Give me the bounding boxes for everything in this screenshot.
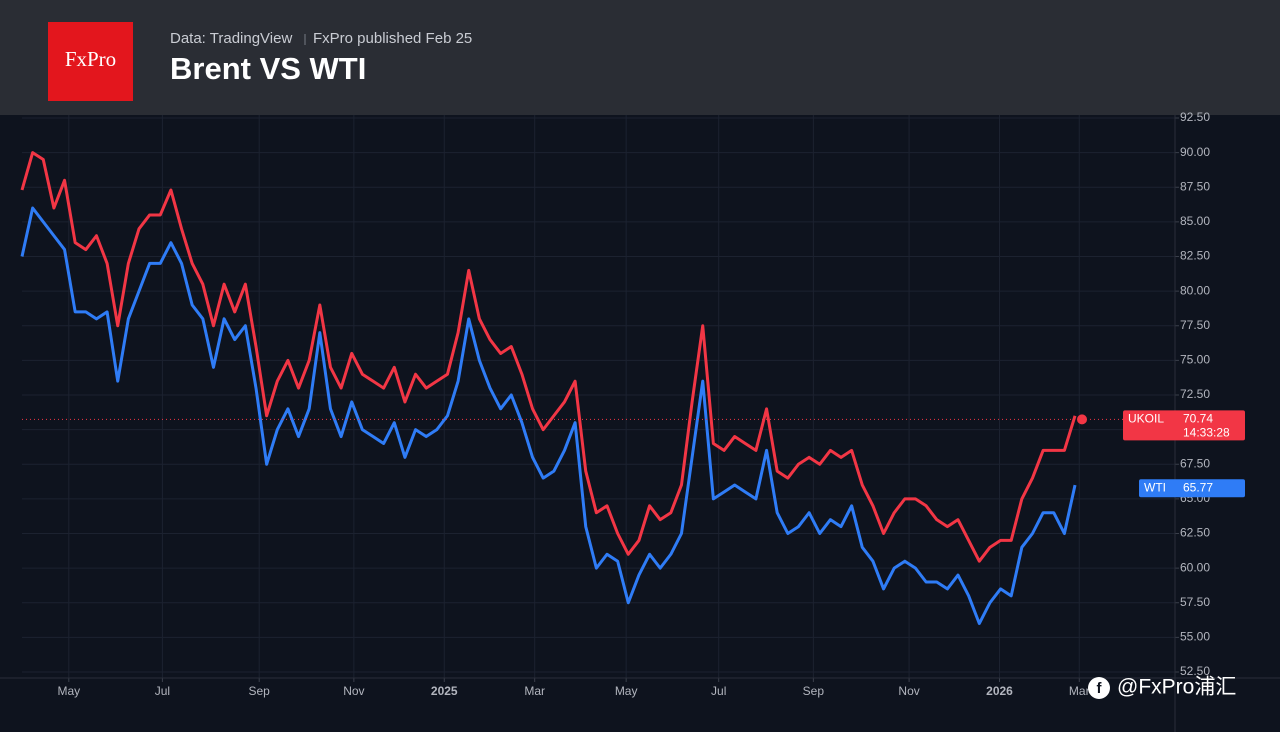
watermark-icon — [1088, 677, 1110, 699]
x-tick-label: May — [615, 684, 638, 698]
price-tag — [1139, 479, 1245, 498]
last-point — [1077, 414, 1088, 425]
price-tag — [1123, 410, 1245, 441]
x-tick-label: Nov — [343, 684, 364, 698]
y-tick-label: 60.00 — [1180, 560, 1210, 574]
x-tick-label: Sep — [249, 684, 271, 698]
watermark-icon-glyph: f — [1097, 680, 1103, 697]
series-name: UKOIL — [1128, 412, 1164, 426]
y-tick-label: 67.50 — [1180, 456, 1210, 470]
watermark-group: f @FxPro浦汇 — [1088, 676, 1236, 699]
series-line — [20, 151, 1077, 563]
y-tick-label: 77.50 — [1180, 318, 1210, 332]
y-tick-label: 75.00 — [1180, 353, 1210, 367]
y-tick-label: 57.50 — [1180, 595, 1210, 609]
y-tick-label: 87.50 — [1180, 179, 1210, 193]
x-tick-label: Jul — [155, 684, 170, 698]
watermark: @FxPro浦汇 — [1117, 676, 1236, 699]
x-tick-label: 2026 — [986, 684, 1013, 698]
y-tick-label: 55.00 — [1180, 630, 1210, 644]
y-tick-label: 72.50 — [1180, 387, 1210, 401]
series-line — [20, 206, 1077, 626]
x-tick-label: Nov — [898, 684, 919, 698]
logo-box — [48, 22, 133, 101]
series-name: WTI — [1144, 480, 1166, 494]
header-band — [0, 0, 1280, 115]
x-tick-label: Mar — [1069, 684, 1090, 698]
countdown: 14:33:28 — [1183, 426, 1230, 440]
plot-area: 52.5055.0057.5060.0062.5065.0067.5070.00… — [0, 110, 1280, 732]
x-tick-label: Mar — [524, 684, 545, 698]
y-tick-label: 90.00 — [1180, 145, 1210, 159]
chart-title: Brent VS WTI — [170, 51, 366, 86]
y-tick-label: 62.50 — [1180, 526, 1210, 540]
last-value: 65.77 — [1183, 480, 1213, 494]
last-value: 70.74 — [1183, 412, 1213, 426]
x-tick-label: May — [57, 684, 80, 698]
y-tick-label: 80.00 — [1180, 283, 1210, 297]
y-tick-label: 85.00 — [1180, 214, 1210, 228]
publisher: FxPro published Feb 25 — [313, 30, 472, 47]
x-tick-label: Sep — [803, 684, 825, 698]
logo-text: FxPro — [65, 47, 116, 71]
y-tick-label: 52.50 — [1180, 664, 1210, 678]
x-tick-label: 2025 — [431, 684, 458, 698]
source: Data: TradingView — [170, 30, 292, 47]
y-tick-label: 92.50 — [1180, 110, 1210, 124]
y-tick-label: 82.50 — [1180, 249, 1210, 263]
x-tick-label: Jul — [711, 684, 726, 698]
